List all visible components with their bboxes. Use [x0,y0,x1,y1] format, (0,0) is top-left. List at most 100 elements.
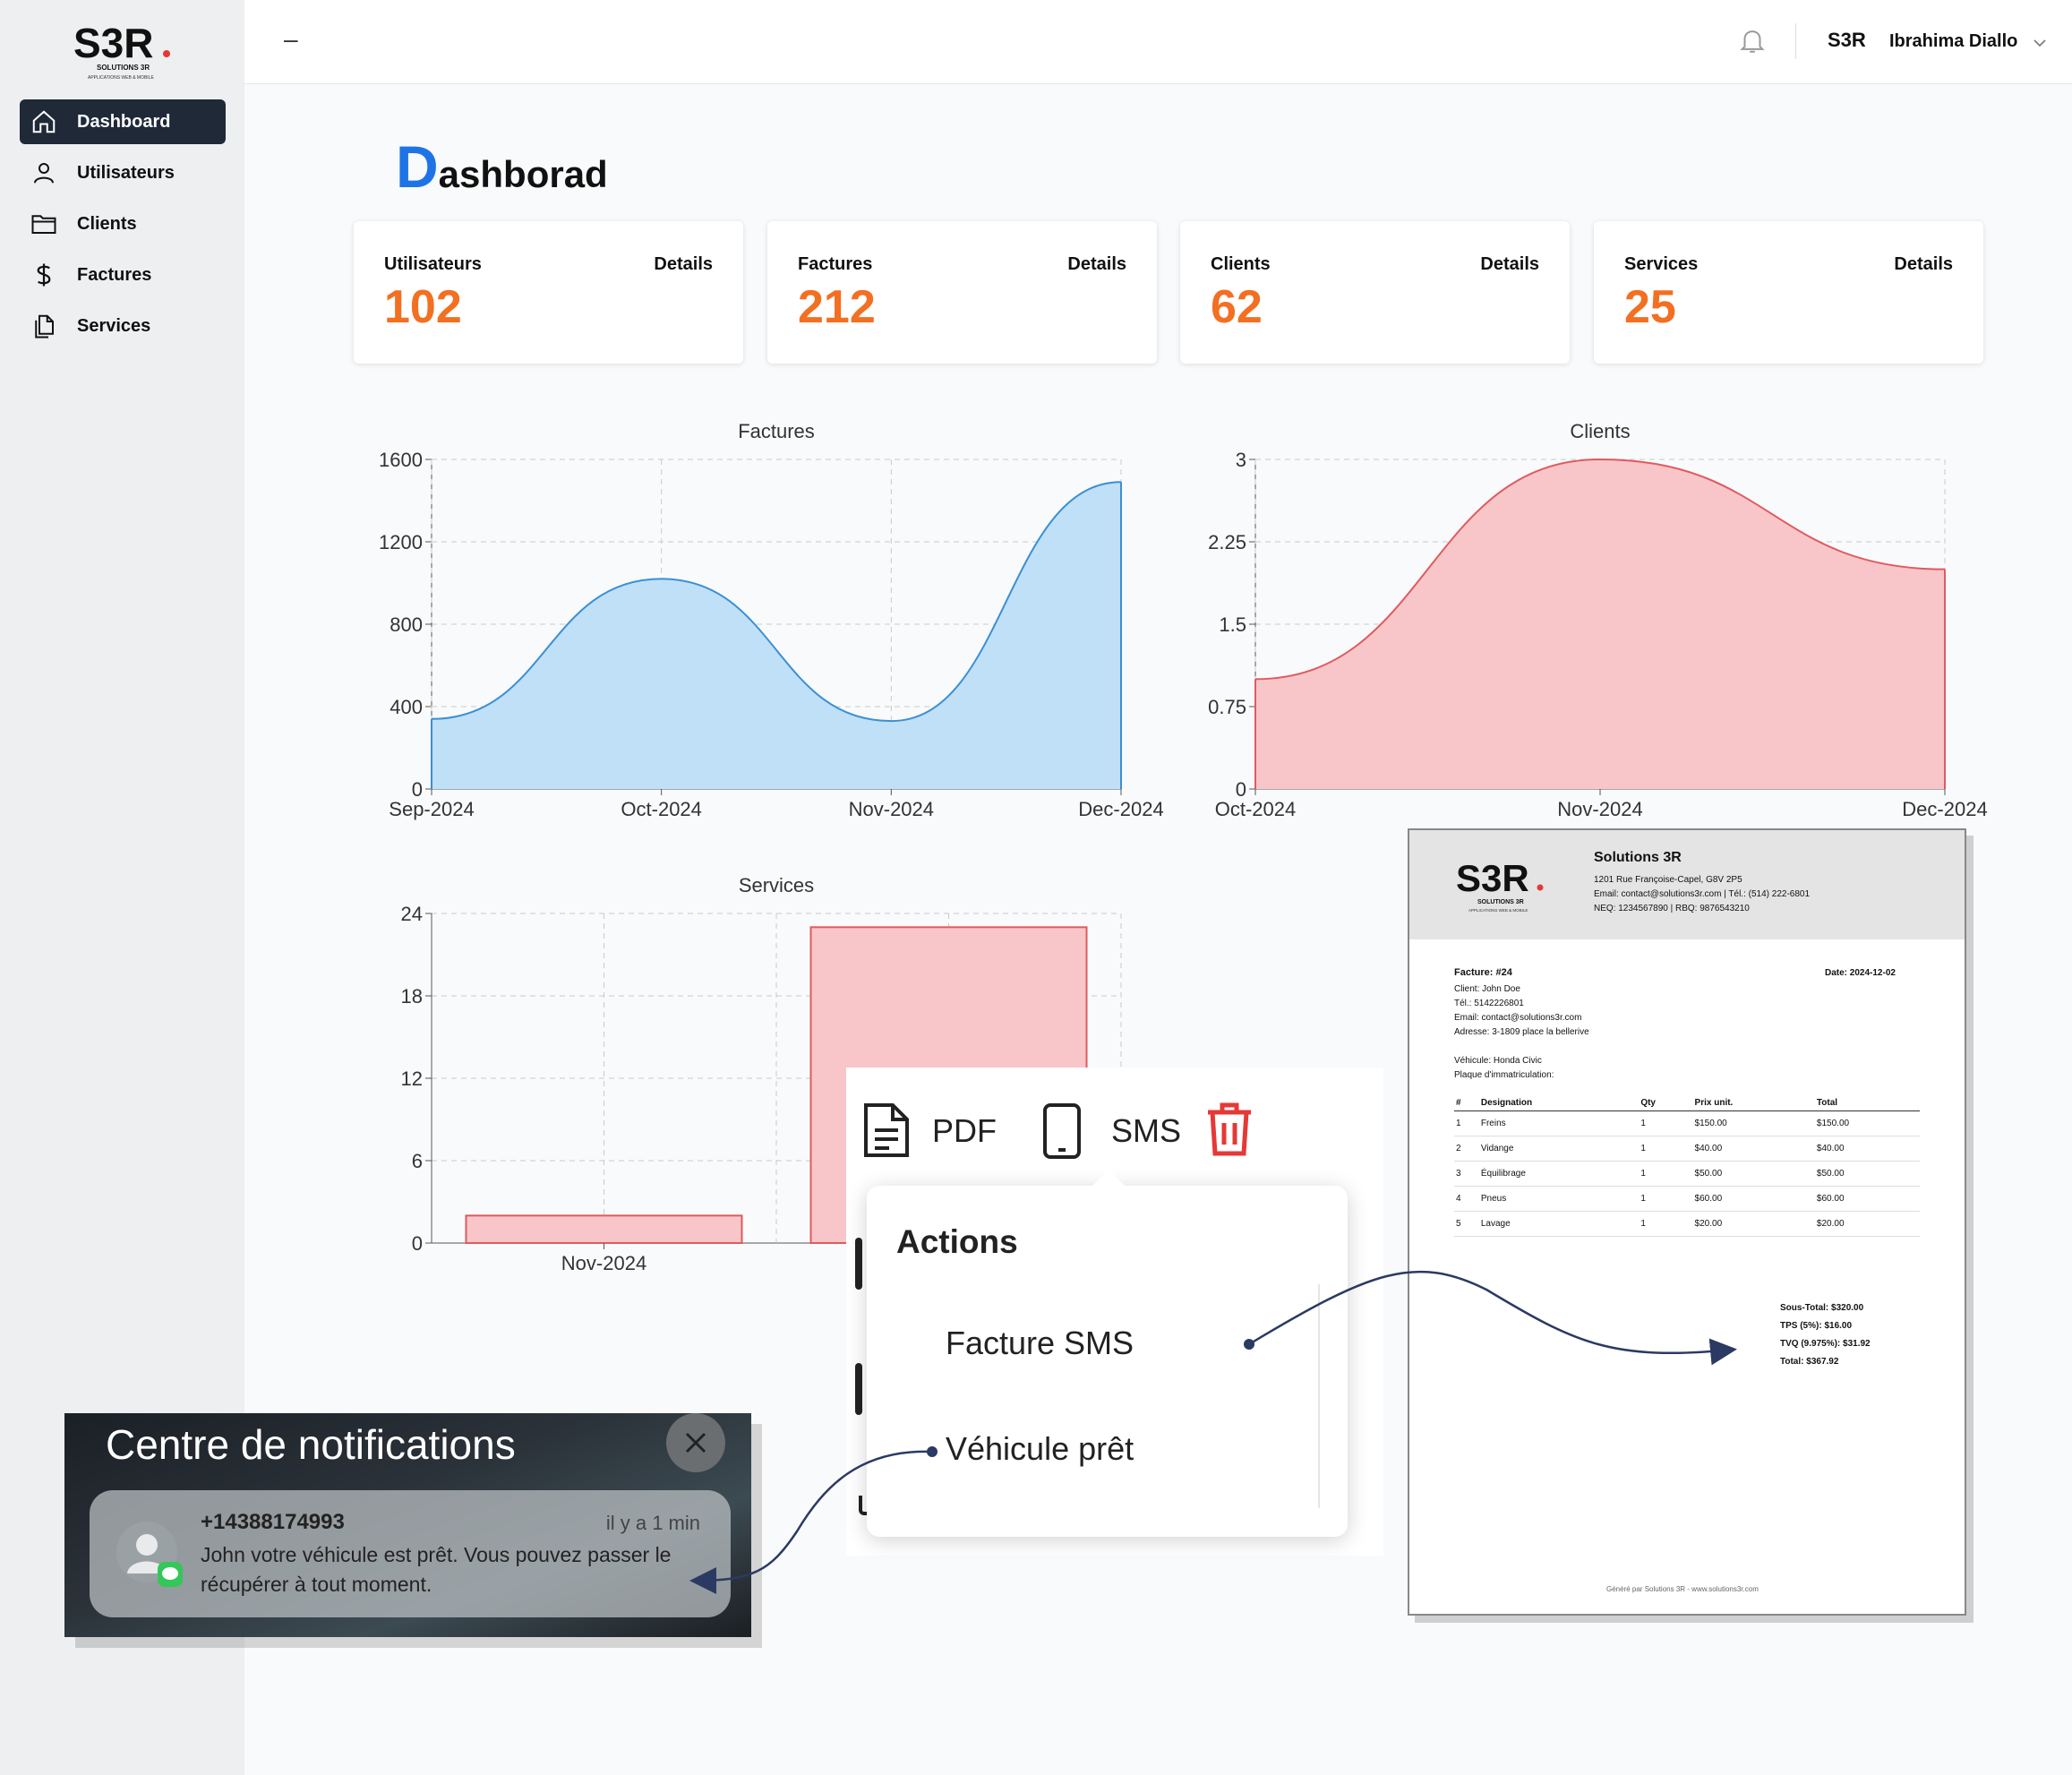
invoice-contact: Email: contact@solutions3r.com | Tél.: (… [1594,889,1811,899]
y-tick-label: 400 [390,696,423,718]
phone-icon[interactable] [1041,1102,1083,1161]
cell: 1 [1639,1136,1693,1162]
y-tick-label: 0 [1236,778,1246,801]
y-tick-label: 12 [401,1068,423,1090]
row-icon-fragment [855,1238,862,1290]
sidebar-item-label: Utilisateurs [77,162,175,183]
pdf-button[interactable]: PDF [932,1112,997,1149]
x-tick-label: Oct-2024 [621,798,702,820]
cell: 4 [1454,1186,1479,1212]
cell: $40.00 [1814,1136,1920,1162]
invoice-footer: Généré par Solutions 3R - www.solutions3… [1606,1585,1759,1593]
cell: Vidange [1478,1136,1640,1162]
x-tick-label: Nov-2024 [1557,798,1642,820]
series-line [431,481,1122,723]
cell: 3 [1454,1161,1479,1187]
sidebar-item-dashboard[interactable]: Dashboard [20,99,226,144]
series-area [432,482,1121,789]
sidebar-item-label: Dashboard [77,111,171,132]
details-link[interactable]: Details [1480,254,1539,274]
facture-sms-action[interactable]: Facture SMS [946,1325,1134,1361]
details-link[interactable]: Details [1894,254,1953,274]
pdf-file-icon[interactable] [862,1102,911,1159]
sidebar-item-clients[interactable]: Clients [20,202,226,246]
y-tick-label: 1200 [379,531,423,553]
close-button[interactable] [666,1413,725,1472]
stat-value: 212 [798,281,876,333]
menu-scrollbar[interactable] [1318,1284,1320,1508]
user-name[interactable]: Ibrahima Diallo [1889,31,2018,51]
cell: $60.00 [1692,1186,1815,1212]
y-tick-label: 0.75 [1208,696,1246,718]
invoice-preview: S3R SOLUTIONS 3R APPLICATIONS WEB & MOBI… [1408,828,1966,1616]
stat-card-factures: Factures Details 212 [767,221,1157,364]
table-row: 3 Équilibrage 1 $50.00 $50.00 [1454,1161,1920,1187]
clients-chart: 0 0.75 1.5 2.25 3 Clients Oct-2024 Nov-2024 Dec-… [1208,420,1988,820]
cell: $50.00 [1692,1161,1815,1187]
chart-title: Factures [738,420,815,442]
y-tick-label: 2.25 [1208,531,1246,553]
user-icon [34,163,54,184]
sms-notification[interactable]: +14388174993 il y a 1 min John votre véh… [90,1490,731,1617]
bell-icon[interactable] [1737,25,1768,56]
notification-center-title: Centre de notifications [106,1421,516,1468]
sidebar-item-label: Services [77,315,151,336]
sidebar-item-services[interactable]: Services [20,304,226,348]
invoice-logo-text: S3R [1456,857,1529,899]
actions-menu: Actions Facture SMS Véhicule prêt [867,1170,1348,1537]
table-row: 1 Freins 1 $150.00 $150.00 [1454,1110,1920,1136]
cell: Freins [1478,1110,1640,1136]
factures-chart: 0 400 800 1200 1600 Factures Sep-2024 Oct-2024 N… [379,420,1164,820]
sidebar-item-label: Clients [77,213,137,234]
invoice-logo-sub: SOLUTIONS 3R [1477,899,1524,905]
invoice-logo-tag: APPLICATIONS WEB & MOBILE [1468,908,1528,913]
cell: Lavage [1478,1211,1640,1237]
x-tick-label: Sep-2024 [389,798,474,820]
user-logo-text: S3R [1828,29,1866,51]
cell: 1 [1639,1161,1693,1187]
notification-message: John votre véhicule est prêt. Vous pouve… [201,1543,672,1596]
notification-time: il y a 1 min [605,1512,700,1534]
stat-label: Clients [1211,254,1271,274]
bar [465,1214,743,1245]
dollar-icon [37,263,51,287]
sender-number: +14388174993 [201,1510,345,1534]
invoice-subtotal: Sous-Total: $320.00 [1780,1303,1864,1313]
y-tick-label: 0 [412,778,423,801]
menu-toggle-button[interactable]: – [284,25,298,53]
stat-value: 25 [1624,281,1676,333]
cell: Équilibrage [1478,1161,1640,1187]
vehicule-pret-action[interactable]: Véhicule prêt [946,1430,1134,1467]
invoice-address: 1201 Rue Françoise-Capel, G8V 2P5 [1594,875,1742,885]
user-avatar-logo[interactable]: S3R [1828,27,1869,54]
invoice-client-address: Adresse: 3-1809 place la bellerive [1454,1027,1589,1037]
chart-title: Services [739,874,814,896]
col-header: Designation [1478,1095,1640,1111]
x-tick-label: Dec-2024 [1078,798,1163,820]
invoice-logo: S3R SOLUTIONS 3R APPLICATIONS WEB & MOBI… [1456,857,1544,913]
invoice-plate: Plaque d'immatriculation: [1454,1070,1554,1080]
cell: 1 [1639,1110,1693,1136]
trash-icon[interactable] [1204,1100,1254,1159]
cell: $60.00 [1814,1186,1920,1212]
sms-button[interactable]: SMS [1111,1112,1182,1149]
invoice-tel: Tél.: 5142226801 [1454,999,1524,1008]
stat-label: Utilisateurs [384,254,482,274]
details-link[interactable]: Details [654,254,713,274]
chevron-down-icon[interactable] [2031,34,2049,52]
sidebar-item-factures[interactable]: Factures [20,253,226,297]
details-link[interactable]: Details [1067,254,1126,274]
cell: $40.00 [1692,1136,1815,1162]
sidebar-nav: Dashboard Utilisateurs Clients Factures … [20,99,226,355]
sidebar-item-utilisateurs[interactable]: Utilisateurs [20,150,226,195]
menu-arrow [1091,1170,1126,1188]
logo-sub: SOLUTIONS 3R [97,64,150,72]
invoice-tvq: TVQ (9.975%): $31.92 [1780,1339,1871,1349]
stat-label: Factures [798,254,873,274]
brand-logo[interactable]: S3R SOLUTIONS 3R APPLICATIONS WEB & MOBI… [73,20,172,82]
invoice-client: Client: John Doe [1454,984,1520,994]
cell: 1 [1639,1211,1693,1237]
notification-center: Centre de notifications +14388174993 il … [64,1413,751,1637]
y-tick-label: 18 [401,985,423,1008]
x-tick-label: Nov-2024 [561,1252,646,1274]
